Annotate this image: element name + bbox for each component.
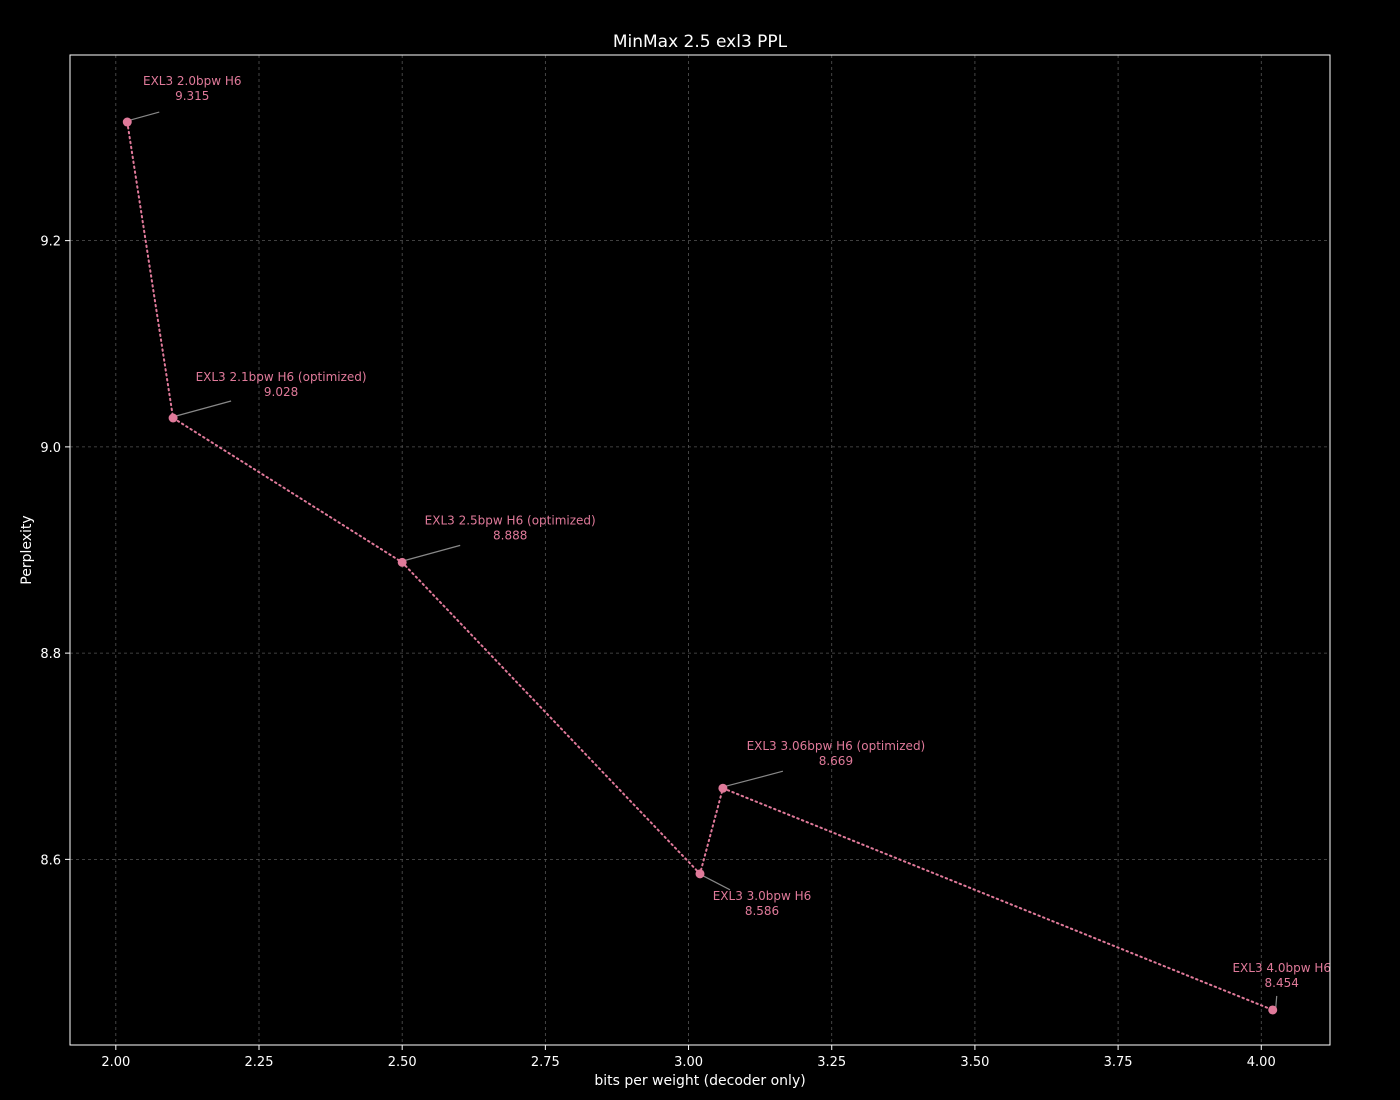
data-point — [122, 117, 132, 127]
plot-frame — [69, 54, 1331, 1046]
data-point — [1268, 1005, 1278, 1015]
series-line — [126, 121, 1274, 1011]
x-tick-label: 3.00 — [674, 1055, 703, 1070]
annotation-leader — [1275, 995, 1278, 1008]
x-tick-label: 2.75 — [531, 1055, 560, 1070]
annotation-label: EXL3 3.0bpw H6 — [713, 889, 812, 903]
y-tick-label: 9.0 — [40, 441, 61, 456]
annotation-label: EXL3 2.0bpw H6 — [143, 74, 242, 88]
annotation-leader — [702, 875, 731, 891]
series-line-group — [126, 121, 1274, 1011]
data-points — [122, 117, 1278, 1015]
data-point — [718, 783, 728, 793]
annotation-label: EXL3 3.06bpw H6 (optimized) — [747, 739, 926, 753]
y-tick-label: 9.2 — [40, 235, 61, 250]
y-axis-ticks: 8.6 8.8 9.0 9.2 — [40, 235, 70, 868]
annotation-leader — [725, 770, 784, 787]
y-tick-label: 8.6 — [40, 853, 61, 868]
annotations: EXL3 2.0bpw H69.315 EXL3 2.1bpw H6 (optim… — [130, 74, 1331, 1008]
annotation-label: EXL3 2.5bpw H6 (optimized) — [425, 513, 596, 527]
y-axis-label: Perplexity — [19, 515, 35, 584]
annotation-label: EXL3 2.1bpw H6 (optimized) — [196, 370, 367, 384]
data-point — [168, 413, 178, 423]
annotation-leader — [130, 111, 160, 121]
annotation-value: 8.586 — [745, 904, 779, 918]
grid — [70, 55, 1330, 1045]
x-tick-label: 3.75 — [1104, 1055, 1133, 1070]
x-tick-label: 2.00 — [101, 1055, 130, 1070]
annotation-value: 8.669 — [819, 754, 853, 768]
annotation-value: 8.454 — [1265, 976, 1299, 990]
data-point — [695, 869, 705, 879]
x-tick-label: 2.50 — [388, 1055, 417, 1070]
x-tick-label: 3.50 — [960, 1055, 989, 1070]
annotation-leader — [175, 400, 232, 417]
x-tick-label: 2.25 — [245, 1055, 274, 1070]
chart-title: MinMax 2.5 exl3 PPL — [613, 32, 788, 52]
annotation-value: 8.888 — [493, 528, 527, 542]
x-tick-label: 3.25 — [817, 1055, 846, 1070]
y-tick-label: 8.8 — [40, 647, 61, 662]
x-tick-label: 4.00 — [1247, 1055, 1276, 1070]
annotation-value: 9.315 — [175, 89, 209, 103]
x-axis-label: bits per weight (decoder only) — [594, 1073, 805, 1089]
annotation-leader — [405, 544, 461, 561]
data-point — [397, 557, 407, 567]
x-axis-ticks: 2.00 2.25 2.50 2.75 3.00 3.25 3.50 3.75 4.00 — [101, 1045, 1276, 1070]
annotation-value: 9.028 — [264, 385, 298, 399]
annotation-label: EXL3 4.0bpw H6 — [1232, 961, 1331, 975]
